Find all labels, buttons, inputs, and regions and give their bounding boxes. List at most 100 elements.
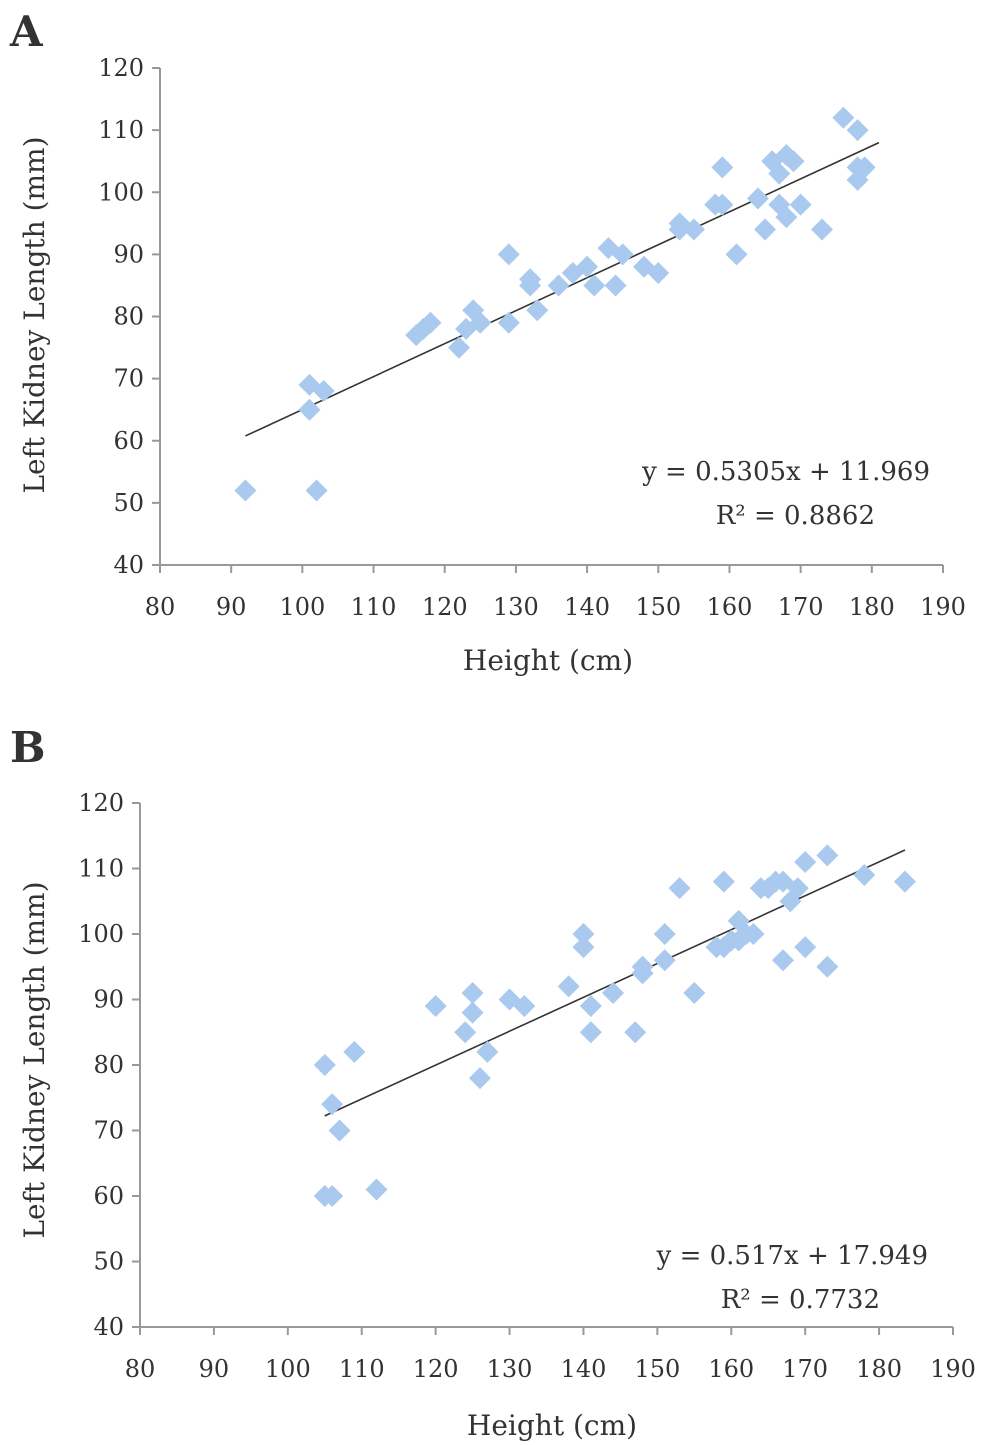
- x-tick-label: 160: [708, 1355, 754, 1383]
- x-tick-label: 160: [707, 593, 753, 621]
- r-squared-b: R² = 0.7732: [721, 1285, 880, 1315]
- data-point: [469, 311, 492, 334]
- axes-b: 40 50 60 70 80 90 100 110 120 80 90 100 110 120 130 140…: [78, 789, 976, 1383]
- data-point: [321, 1185, 344, 1207]
- data-point: [602, 981, 625, 1004]
- data-point: [725, 243, 748, 266]
- y-tick-label: 70: [113, 365, 144, 393]
- y-tick-label: 40: [113, 551, 144, 579]
- data-points-b: [313, 844, 916, 1207]
- data-point: [712, 870, 735, 893]
- data-point: [711, 156, 734, 179]
- data-point: [461, 981, 484, 1004]
- data-point: [611, 243, 634, 266]
- data-point: [343, 1040, 366, 1063]
- x-tick-label: 190: [930, 1355, 976, 1383]
- scatter-chart-a: A 40 50 60 70 80 90 100 110 120 80 90 100 110 120 130 1…: [9, 7, 966, 677]
- x-axis-title-b: Height (cm): [467, 1409, 637, 1442]
- y-tick-label: 90: [93, 986, 124, 1014]
- data-point: [893, 870, 916, 893]
- data-point: [298, 398, 321, 421]
- data-point: [668, 877, 691, 900]
- data-point: [498, 988, 521, 1011]
- x-tick-label: 170: [778, 593, 824, 621]
- data-point: [424, 995, 447, 1018]
- data-point: [794, 936, 817, 959]
- x-tick-label: 130: [487, 1355, 533, 1383]
- x-tick-label: 100: [279, 593, 325, 621]
- data-point: [742, 923, 765, 945]
- data-point: [312, 380, 335, 403]
- data-point: [365, 1178, 388, 1201]
- y-axis-title-a: Left Kidney Length (mm): [18, 136, 51, 493]
- scatter-chart-b: B 40 50 60 70 80 90 100 110 120 80 90 100 110 120 130 1…: [10, 723, 976, 1442]
- y-tick-label: 120: [78, 789, 124, 817]
- data-point: [832, 106, 855, 129]
- x-tick-label: 90: [199, 1355, 230, 1383]
- y-tick-label: 50: [93, 1248, 124, 1276]
- data-point: [579, 995, 602, 1018]
- x-tick-label: 150: [634, 1355, 680, 1383]
- data-point: [653, 949, 676, 972]
- data-point: [497, 243, 520, 266]
- y-tick-label: 80: [113, 303, 144, 331]
- data-point: [794, 850, 817, 873]
- data-point: [789, 193, 812, 216]
- data-point: [853, 156, 876, 179]
- y-tick-label: 110: [78, 855, 124, 883]
- regression-line-b: [324, 849, 906, 1117]
- data-point: [712, 936, 735, 959]
- chart-panel-b: B 40 50 60 70 80 90 100 110 120 80 90 100 110 120 130 1…: [0, 720, 1000, 1445]
- data-point: [746, 187, 769, 210]
- data-point: [816, 955, 839, 978]
- data-point: [321, 1093, 344, 1116]
- data-point: [772, 949, 795, 972]
- data-point: [711, 193, 734, 216]
- data-point: [816, 844, 839, 867]
- data-point: [497, 311, 520, 334]
- data-point: [682, 218, 705, 241]
- data-point: [846, 119, 869, 142]
- x-tick-label: 180: [856, 1355, 902, 1383]
- data-point: [468, 1067, 491, 1090]
- data-point: [328, 1119, 351, 1142]
- y-tick-label: 80: [93, 1051, 124, 1079]
- r-squared-a: R² = 0.8862: [716, 501, 875, 531]
- data-point: [583, 274, 606, 297]
- data-point: [519, 274, 542, 297]
- data-point: [647, 262, 670, 285]
- y-tick-label: 120: [98, 54, 144, 82]
- x-tick-label: 180: [849, 593, 895, 621]
- x-tick-label: 150: [635, 593, 681, 621]
- panel-letter-a: A: [9, 7, 44, 56]
- data-point: [653, 923, 676, 945]
- data-point: [775, 206, 798, 229]
- data-point: [810, 218, 833, 241]
- x-tick-label: 110: [351, 593, 397, 621]
- data-point: [727, 909, 750, 932]
- data-point: [419, 311, 442, 334]
- y-tick-label: 70: [93, 1117, 124, 1145]
- data-point: [683, 981, 706, 1004]
- data-point: [624, 1021, 647, 1044]
- x-axis-title-a: Height (cm): [463, 644, 633, 677]
- data-point: [572, 923, 595, 945]
- data-point: [576, 255, 599, 278]
- data-point: [513, 995, 536, 1018]
- y-tick-label: 90: [113, 240, 144, 268]
- data-points-a: [234, 106, 876, 502]
- x-tick-label: 120: [413, 1355, 459, 1383]
- y-tick-label: 110: [98, 116, 144, 144]
- data-point: [476, 1040, 499, 1063]
- data-point: [313, 1054, 336, 1076]
- y-tick-label: 60: [113, 427, 144, 455]
- y-tick-label: 100: [78, 920, 124, 948]
- data-point: [579, 1021, 602, 1044]
- data-point: [604, 274, 627, 297]
- data-point: [447, 336, 470, 359]
- x-tick-label: 80: [125, 1355, 156, 1383]
- y-tick-label: 100: [98, 178, 144, 206]
- x-tick-label: 130: [493, 593, 539, 621]
- x-tick-label: 80: [145, 593, 176, 621]
- data-point: [786, 877, 809, 900]
